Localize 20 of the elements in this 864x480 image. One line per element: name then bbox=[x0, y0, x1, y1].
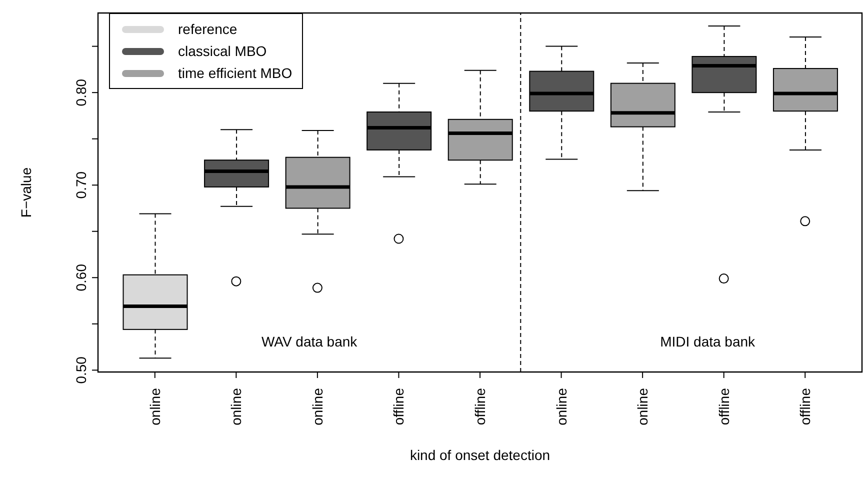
x-tick-label: offline bbox=[390, 388, 407, 426]
x-tick-label: online bbox=[228, 388, 244, 426]
x-tick-label: online bbox=[634, 388, 651, 426]
x-tick-label: offline bbox=[472, 388, 488, 426]
y-tick-label: 0.50 bbox=[73, 356, 89, 384]
x-axis-title: kind of onset detection bbox=[410, 447, 550, 463]
x-tick-label: online bbox=[309, 388, 326, 426]
x-tick-label: online bbox=[553, 388, 570, 426]
y-tick-label: 0.80 bbox=[73, 78, 89, 106]
y-tick-label: 0.60 bbox=[73, 264, 89, 292]
annotation: MIDI data bank bbox=[660, 333, 756, 350]
x-tick-label: online bbox=[146, 388, 163, 426]
y-tick-label: 0.70 bbox=[73, 171, 89, 199]
x-tick-label: offline bbox=[797, 388, 814, 426]
annotation: WAV data bank bbox=[261, 333, 358, 350]
y-axis-title: F−value bbox=[18, 167, 34, 218]
x-tick-label: offline bbox=[716, 388, 732, 426]
legend-label: reference bbox=[178, 20, 238, 39]
legend-label: time efficient MBO bbox=[178, 64, 292, 83]
legend-label: classical MBO bbox=[178, 42, 267, 61]
